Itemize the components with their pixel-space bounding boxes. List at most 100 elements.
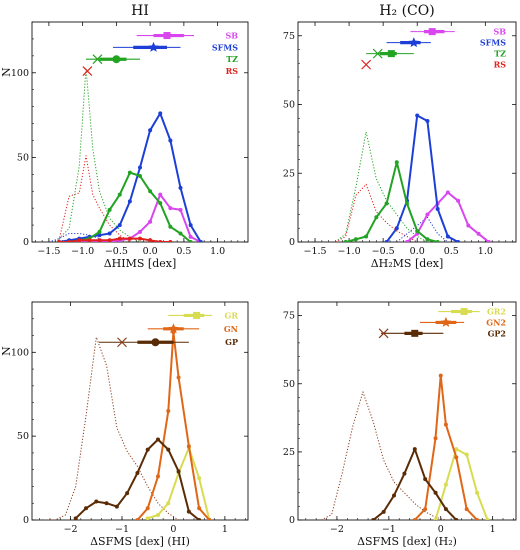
data-point (77, 238, 82, 242)
data-point (117, 192, 122, 197)
data-point (405, 240, 409, 242)
data-point (148, 238, 153, 242)
data-point (412, 518, 417, 520)
data-point (423, 477, 428, 482)
median-marker (440, 316, 452, 327)
data-point (464, 452, 469, 457)
data-point (117, 223, 122, 228)
data-point (343, 240, 348, 242)
series-line-gp2-all (321, 391, 447, 520)
panel-title: H₂ (CO) (379, 3, 434, 19)
data-point (127, 170, 132, 175)
series-line-gp (75, 438, 200, 520)
data-point (87, 238, 92, 242)
x-tick-label: −1.0 (338, 246, 361, 257)
data-point (466, 223, 471, 228)
data-point (145, 447, 150, 452)
data-point (158, 192, 163, 197)
data-point (148, 189, 153, 194)
series-line-sfms (58, 112, 202, 242)
x-tick-label: 0.5 (444, 246, 459, 257)
data-point (456, 240, 461, 242)
legend-label: TZ (226, 54, 238, 64)
x-axis-label: ΔSFMS [dex] (HI) (90, 535, 190, 548)
series-line-gp2 (372, 448, 458, 520)
series-group (44, 330, 212, 520)
data-point (158, 240, 163, 242)
series-line-tz (345, 161, 438, 242)
data-point (423, 507, 428, 512)
y-tick-label: 100 (11, 347, 29, 358)
median-marker (112, 55, 121, 64)
data-point (433, 518, 438, 520)
legend-label: GN2 (486, 317, 506, 327)
data-point (364, 234, 369, 239)
panel-3: −2 −1 0 1 0 50 100 ΔSFMS [dex] (HI) N GR GN GP (0, 301, 249, 548)
median-marker (82, 66, 93, 77)
data-point (156, 437, 160, 442)
mean-marker (372, 48, 383, 59)
y-tick-label: 0 (289, 515, 295, 526)
median-marker (361, 59, 372, 70)
series-line-rs-all (58, 155, 131, 242)
data-point (186, 444, 191, 449)
data-point (476, 231, 481, 236)
data-point (114, 504, 119, 509)
panel-1: −1.5 −1.0 −0.5 0.0 0.5 1.0 0 50 100 HI ΔHIMS [dex]… (0, 3, 249, 270)
data-point (168, 224, 173, 229)
legend-label: GP2 (488, 328, 506, 338)
legend-label: GR (225, 310, 239, 320)
data-point (135, 471, 140, 476)
legend-label: RS (494, 60, 507, 70)
data-point (207, 518, 212, 520)
x-tick-label: −0.5 (372, 246, 395, 257)
data-point (158, 201, 163, 206)
data-point (435, 207, 440, 211)
median-marker (428, 28, 436, 36)
data-point (97, 233, 102, 238)
data-point (188, 240, 193, 242)
data-point (394, 226, 399, 231)
series-line-tz-all (58, 67, 141, 242)
data-point (138, 236, 142, 241)
data-point (425, 212, 430, 217)
data-point (97, 229, 102, 234)
median-marker (387, 50, 395, 58)
data-point (475, 518, 480, 520)
series-line-sfms-all (396, 216, 449, 242)
data-point (158, 111, 163, 116)
y-tick-label: 50 (17, 431, 29, 442)
series-line-sfms (385, 114, 459, 242)
data-point (138, 165, 142, 170)
data-point (425, 237, 430, 242)
data-point (425, 119, 430, 123)
data-point (156, 474, 160, 479)
median-marker (411, 329, 419, 337)
y-tick-label: 25 (283, 168, 295, 179)
data-point (186, 509, 191, 514)
x-tick-label: −1.0 (71, 246, 94, 257)
data-point (166, 501, 171, 506)
data-point (178, 185, 183, 190)
data-point (188, 234, 193, 239)
x-axis-label: ΔSFMS [dex] (H₂) (357, 535, 457, 548)
mean-marker (117, 337, 127, 348)
x-axis-label: ΔH₂MS [dex] (371, 257, 444, 270)
data-point (438, 373, 443, 378)
data-point (73, 516, 78, 520)
x-tick-label: −2 (64, 524, 78, 535)
data-point (445, 234, 450, 239)
data-point (138, 229, 142, 234)
data-point (433, 436, 438, 441)
legend-label: GR2 (487, 307, 506, 317)
x-tick-label: 1.0 (210, 246, 225, 257)
data-point (485, 518, 490, 520)
data-point (454, 455, 459, 460)
data-point (402, 471, 407, 476)
data-point (168, 240, 173, 242)
data-point (353, 237, 358, 242)
data-point (135, 518, 140, 520)
